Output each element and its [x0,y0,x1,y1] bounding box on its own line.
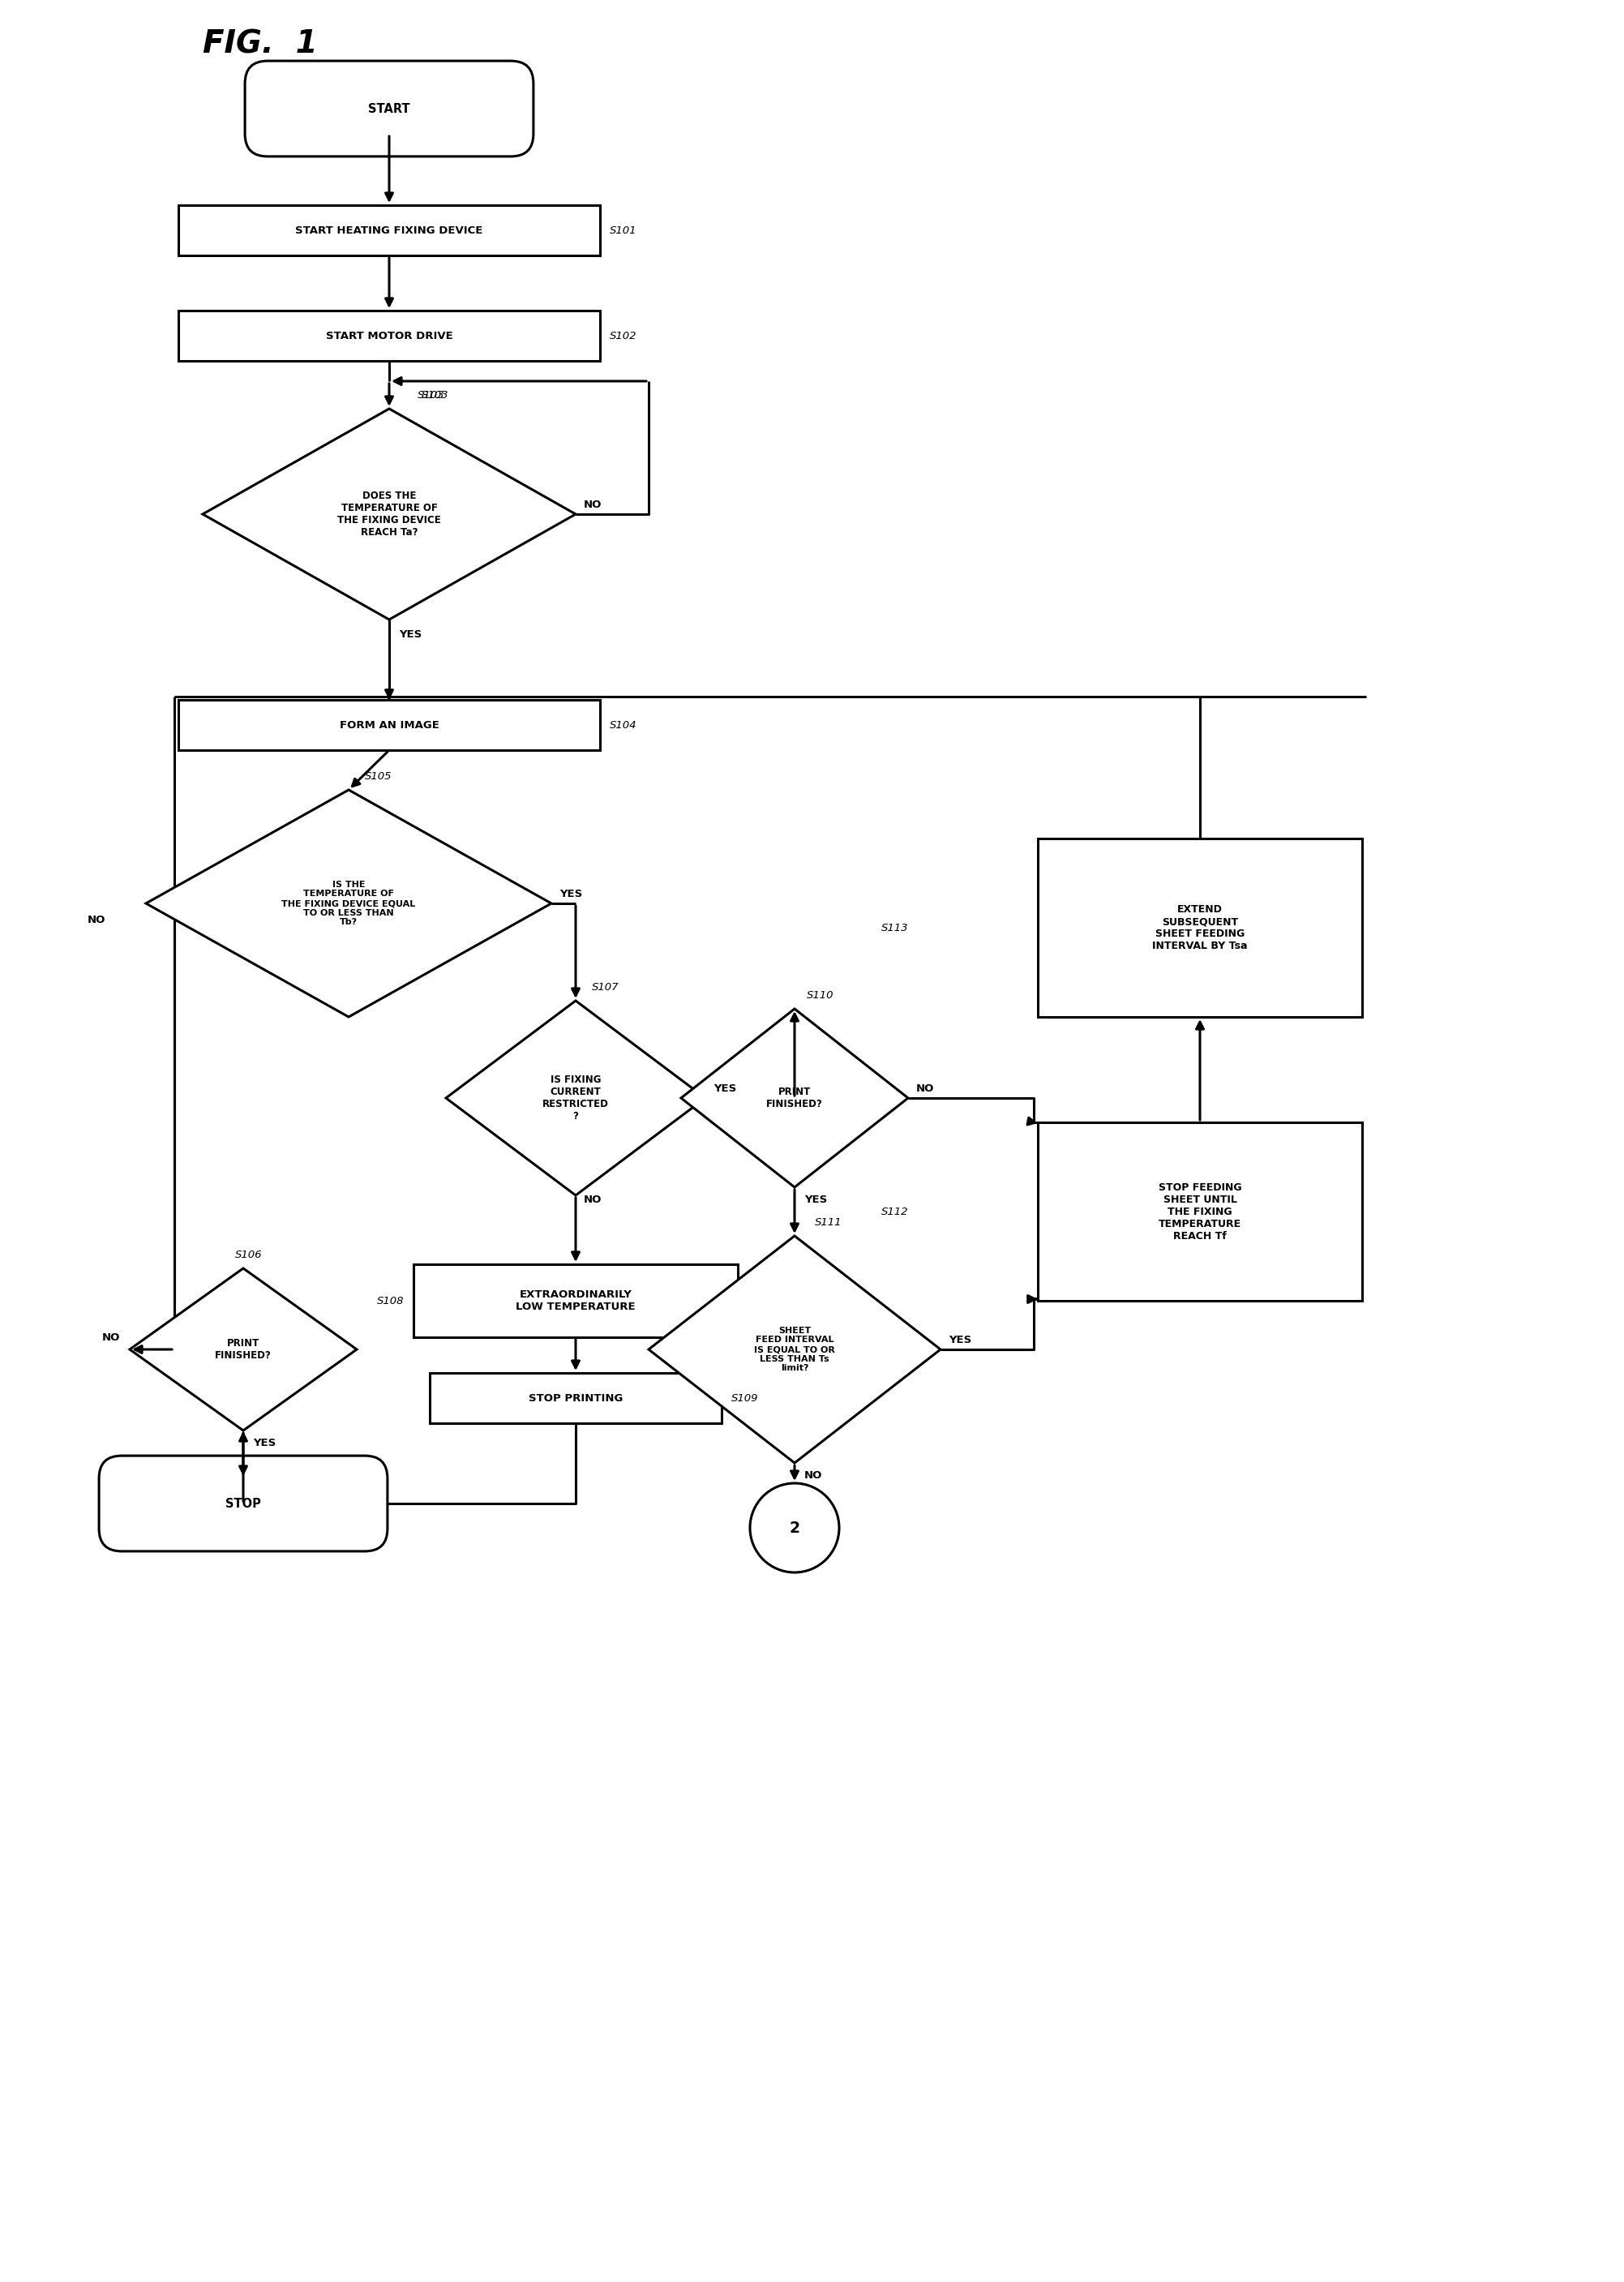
Text: S104: S104 [609,719,637,730]
Text: YES: YES [713,1084,736,1093]
Text: PRINT
FINISHED?: PRINT FINISHED? [767,1086,823,1109]
FancyBboxPatch shape [430,1374,721,1424]
Polygon shape [203,408,575,618]
Text: STOP: STOP [226,1497,261,1511]
FancyBboxPatch shape [179,310,599,361]
Text: FIG.  1: FIG. 1 [203,27,318,59]
Polygon shape [146,790,551,1018]
Text: SHEET
FEED INTERVAL
IS EQUAL TO OR
LESS THAN Ts
limit?: SHEET FEED INTERVAL IS EQUAL TO OR LESS … [754,1326,835,1371]
Text: S112: S112 [880,1207,908,1216]
Text: NO: NO [583,500,603,509]
Text: STOP FEEDING
SHEET UNTIL
THE FIXING
TEMPERATURE
REACH Tf: STOP FEEDING SHEET UNTIL THE FIXING TEMP… [1158,1182,1242,1241]
Text: S109: S109 [731,1392,758,1403]
FancyBboxPatch shape [179,205,599,256]
FancyBboxPatch shape [179,701,599,751]
FancyBboxPatch shape [414,1264,737,1337]
Text: S101: S101 [609,226,637,235]
FancyBboxPatch shape [245,62,533,157]
Text: S103: S103 [422,390,448,402]
Text: S108: S108 [377,1296,404,1305]
Text: EXTRAORDINARILY
LOW TEMPERATURE: EXTRAORDINARILY LOW TEMPERATURE [516,1289,635,1312]
Text: S105: S105 [365,771,391,783]
Text: EXTEND
SUBSEQUENT
SHEET FEEDING
INTERVAL BY Tsa: EXTEND SUBSEQUENT SHEET FEEDING INTERVAL… [1153,904,1247,952]
Text: START HEATING FIXING DEVICE: START HEATING FIXING DEVICE [296,226,482,235]
Text: START: START [369,103,411,114]
Text: FORM AN IMAGE: FORM AN IMAGE [339,719,438,730]
Text: S102: S102 [609,331,637,340]
Text: DOES THE
TEMPERATURE OF
THE FIXING DEVICE
REACH Ta?: DOES THE TEMPERATURE OF THE FIXING DEVIC… [338,491,442,539]
Polygon shape [648,1237,940,1463]
Polygon shape [680,1009,908,1187]
Text: YES: YES [948,1335,971,1344]
FancyBboxPatch shape [1038,837,1363,1018]
Text: S111: S111 [815,1216,841,1228]
Text: PRINT
FINISHED?: PRINT FINISHED? [214,1337,271,1360]
Text: IS FIXING
CURRENT
RESTRICTED
?: IS FIXING CURRENT RESTRICTED ? [542,1075,609,1120]
Text: NO: NO [88,915,106,924]
Text: S103: S103 [417,390,445,402]
Text: NO: NO [804,1470,822,1481]
Text: S113: S113 [880,922,908,933]
Text: 2: 2 [789,1520,801,1536]
Text: YES: YES [253,1438,276,1449]
Text: S110: S110 [807,990,833,1002]
Text: START MOTOR DRIVE: START MOTOR DRIVE [326,331,453,340]
Text: YES: YES [804,1193,827,1205]
Text: YES: YES [559,888,583,899]
Text: IS THE
TEMPERATURE OF
THE FIXING DEVICE EQUAL
TO OR LESS THAN
Tb?: IS THE TEMPERATURE OF THE FIXING DEVICE … [281,881,416,926]
Circle shape [750,1483,840,1572]
Text: NO: NO [102,1333,120,1342]
FancyBboxPatch shape [99,1456,388,1552]
Text: NO: NO [916,1084,934,1093]
Text: S106: S106 [235,1251,263,1260]
Text: S107: S107 [591,981,619,993]
FancyBboxPatch shape [1038,1123,1363,1301]
Polygon shape [447,1002,705,1196]
Text: STOP PRINTING: STOP PRINTING [528,1392,624,1403]
Text: YES: YES [400,630,422,639]
Polygon shape [130,1269,357,1431]
Text: NO: NO [583,1193,603,1205]
